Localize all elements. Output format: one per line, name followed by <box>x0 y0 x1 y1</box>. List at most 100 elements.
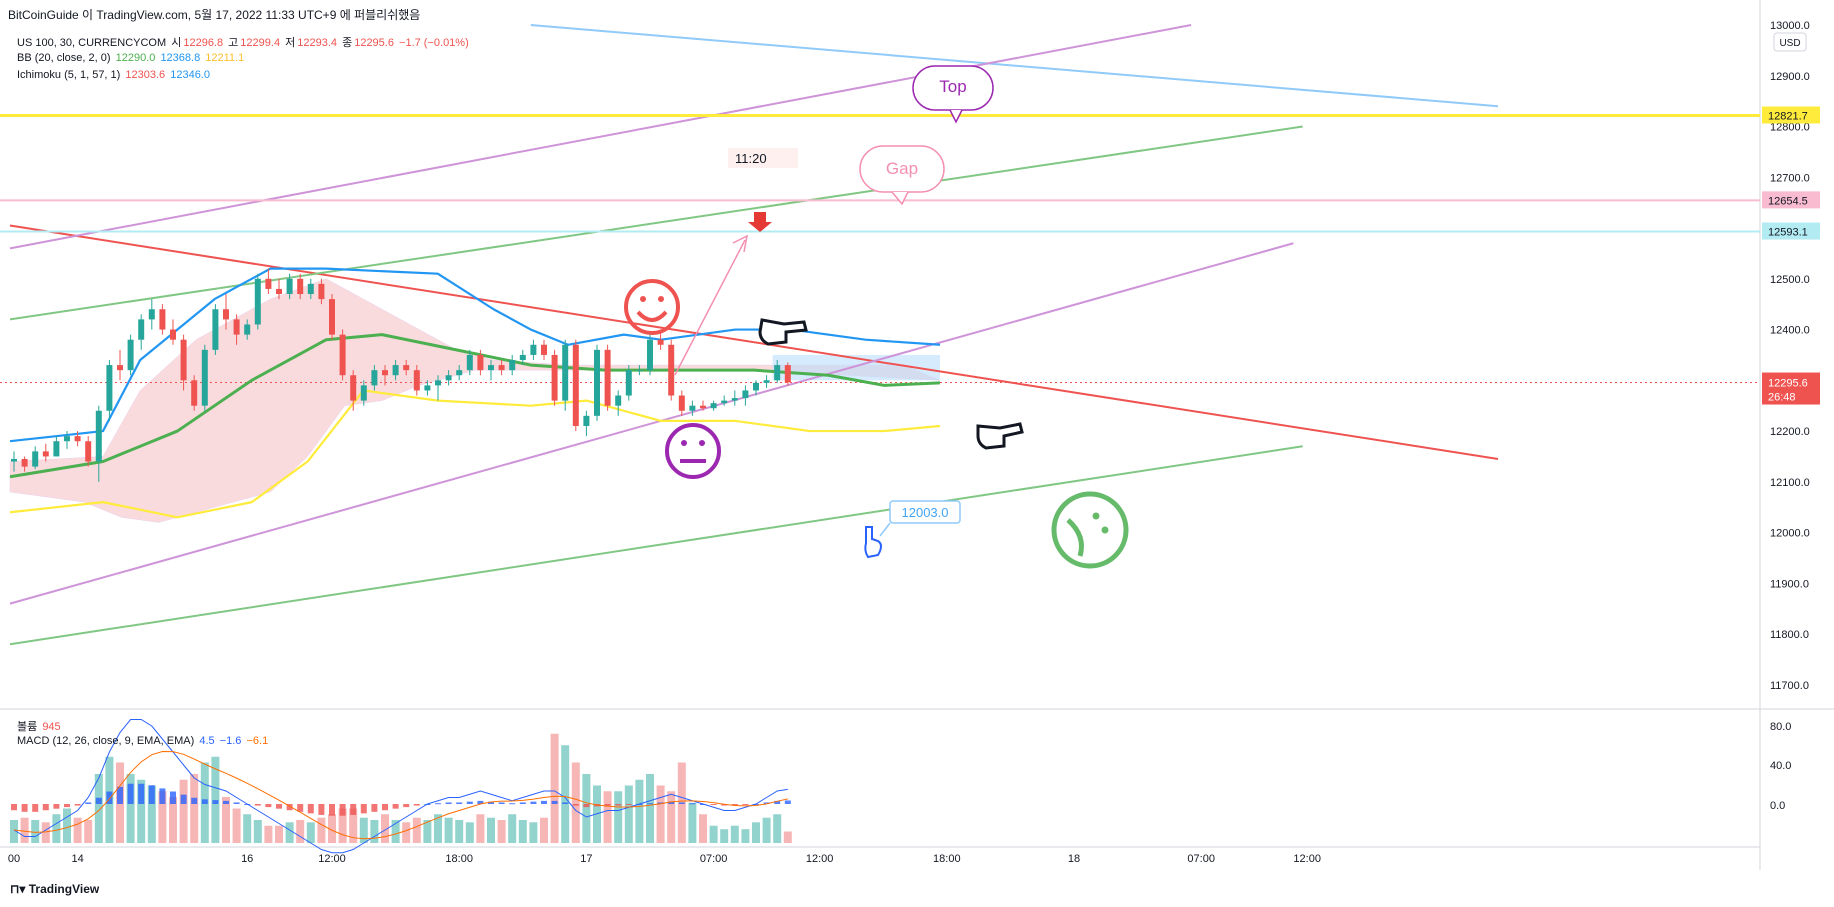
candle-body[interactable] <box>106 365 113 411</box>
candle-body[interactable] <box>572 344 579 426</box>
legend-volume-row[interactable]: 볼륨 945 <box>17 718 63 734</box>
price-tag-box[interactable] <box>1762 106 1820 124</box>
candle-body[interactable] <box>276 288 282 295</box>
candle-body[interactable] <box>636 370 643 372</box>
candle-body[interactable] <box>498 365 505 371</box>
trend-line-blue[interactable] <box>530 24 1499 108</box>
last-price-tag[interactable] <box>1762 372 1820 405</box>
legend-ichimoku-row[interactable]: Ichimoku (5, 1, 57, 1) 12303.6 12346.0 <box>17 69 212 81</box>
currency-box[interactable] <box>1773 32 1807 52</box>
trend-line-purple-lower[interactable] <box>9 242 1294 605</box>
candle-body[interactable] <box>329 299 335 335</box>
candle-body[interactable] <box>254 278 261 325</box>
candle-body[interactable] <box>403 365 410 371</box>
candle-body[interactable] <box>541 344 547 355</box>
candle-body[interactable] <box>117 365 123 371</box>
low-price-callout[interactable]: 12003.0 <box>879 500 961 537</box>
candle-body[interactable] <box>657 339 664 345</box>
price-tag-box[interactable] <box>1762 222 1820 240</box>
candle-body[interactable] <box>583 415 590 426</box>
candle-body[interactable] <box>286 278 293 295</box>
candle-body[interactable] <box>382 370 388 376</box>
candle-body[interactable] <box>11 458 17 462</box>
candle-body[interactable] <box>519 354 526 360</box>
candle-body[interactable] <box>265 278 272 289</box>
candle-body[interactable] <box>21 458 28 467</box>
trend-line-red[interactable] <box>9 224 1499 460</box>
candle-body[interactable] <box>371 370 378 386</box>
candle-body[interactable] <box>721 400 728 404</box>
candle-body[interactable] <box>95 410 102 462</box>
candle-body[interactable] <box>710 403 717 409</box>
candle-body[interactable] <box>435 380 441 386</box>
candle-body[interactable] <box>615 395 622 406</box>
top-callout[interactable]: Top <box>912 65 994 124</box>
candle-body[interactable] <box>233 319 240 335</box>
candle-body[interactable] <box>339 334 346 376</box>
candle-body[interactable] <box>53 441 60 457</box>
candle-body[interactable] <box>774 365 781 381</box>
candle-body[interactable] <box>625 370 632 396</box>
candle-body[interactable] <box>42 451 49 457</box>
candle-body[interactable] <box>297 278 304 295</box>
candle-body[interactable] <box>784 365 791 383</box>
candle-body[interactable] <box>763 380 770 383</box>
candle-body[interactable] <box>477 354 484 371</box>
candle-body[interactable] <box>562 344 569 401</box>
legend-macd-row[interactable]: MACD (12, 26, close, 9, EMA, EMA) 4.5 −1… <box>17 735 270 747</box>
candle-body[interactable] <box>678 395 685 411</box>
candle-body[interactable] <box>731 398 738 401</box>
candle-body[interactable] <box>509 360 516 371</box>
candle-body[interactable] <box>604 349 611 406</box>
candle-body[interactable] <box>700 405 706 409</box>
candle-body[interactable] <box>138 319 145 340</box>
candle-body[interactable] <box>127 339 134 371</box>
price-tag-box[interactable] <box>1762 191 1820 209</box>
legend-bb-row[interactable]: BB (20, close, 2, 0) 12290.0 12368.8 122… <box>17 52 246 64</box>
trend-line-green-lower[interactable] <box>9 445 1303 646</box>
candle-body[interactable] <box>32 451 39 467</box>
candle-body[interactable] <box>244 324 251 335</box>
trend-line-purple-upper[interactable] <box>9 24 1192 250</box>
candle-body[interactable] <box>488 365 494 371</box>
candle-body[interactable] <box>212 309 219 350</box>
candle-body[interactable] <box>445 375 452 381</box>
trend-line-green-upper[interactable] <box>9 125 1303 321</box>
candle-body[interactable] <box>466 354 473 371</box>
candle-body[interactable] <box>647 339 653 371</box>
candle-body[interactable] <box>753 382 759 391</box>
macd-hist-bar <box>572 804 579 806</box>
candle-body[interactable] <box>85 441 92 462</box>
candle-body[interactable] <box>668 344 675 396</box>
candle-body[interactable] <box>223 309 229 320</box>
candle-body[interactable] <box>201 349 208 406</box>
candle-body[interactable] <box>360 385 367 401</box>
candle-body[interactable] <box>64 436 70 442</box>
candle-body[interactable] <box>413 370 420 391</box>
candle-body[interactable] <box>318 283 325 300</box>
candle-body[interactable] <box>159 309 166 330</box>
candle-body[interactable] <box>689 405 696 411</box>
candle-body[interactable] <box>148 309 155 320</box>
candle-body[interactable] <box>350 375 357 401</box>
time-tick-label: 18 <box>1068 853 1080 865</box>
candle-body[interactable] <box>530 344 537 355</box>
gap-callout[interactable]: Gap <box>859 145 945 206</box>
candle-body[interactable] <box>74 436 81 442</box>
tradingview-logo[interactable]: ⊓▾ TradingView <box>10 882 99 896</box>
pointing-hand-icon <box>758 318 808 346</box>
candle-body[interactable] <box>456 370 463 376</box>
candle-body[interactable] <box>191 380 198 406</box>
candle-body[interactable] <box>170 329 176 340</box>
candle-body[interactable] <box>594 349 600 416</box>
price-tag-label: 12654.5 <box>1768 195 1808 207</box>
candle-body[interactable] <box>742 390 749 399</box>
candle-body[interactable] <box>307 283 314 295</box>
candle-body[interactable] <box>551 354 558 401</box>
legend-macd-v2: −1.6 <box>219 735 242 747</box>
candle-body[interactable] <box>424 385 431 391</box>
candle-body[interactable] <box>392 365 399 376</box>
candle-body[interactable] <box>180 339 187 381</box>
